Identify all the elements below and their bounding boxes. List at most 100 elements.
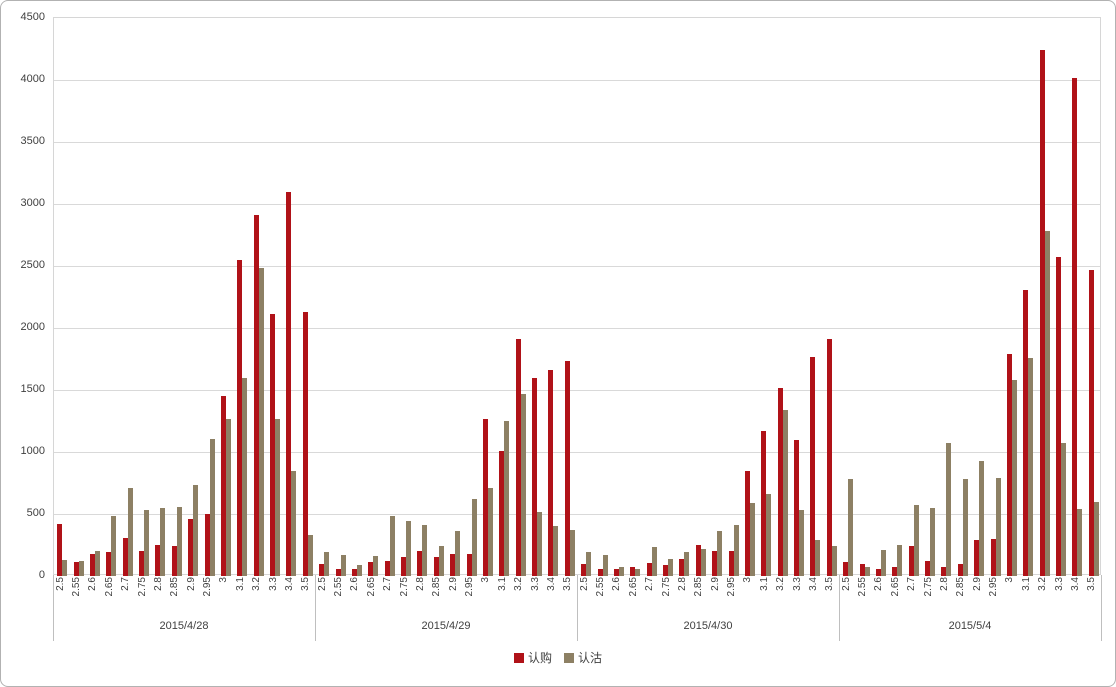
y-tick-label: 2000 — [20, 321, 45, 333]
bar-call — [679, 558, 685, 576]
bar-put — [1044, 231, 1050, 576]
x-tick-label: 2.85 — [955, 577, 967, 597]
bar-call — [1039, 50, 1045, 576]
bar-put — [504, 421, 510, 576]
bar-call — [270, 314, 276, 576]
x-tick-label: 2.95 — [202, 577, 214, 597]
x-tick-label: 3.2 — [251, 577, 263, 591]
bar-call — [744, 470, 750, 576]
bar-call — [777, 387, 783, 576]
bar-put — [979, 460, 985, 576]
bar-call — [466, 553, 472, 576]
x-tick-label: 3.4 — [283, 577, 295, 591]
bar-call — [712, 551, 718, 576]
x-tick-label: 2.75 — [398, 577, 410, 597]
bar-put — [913, 505, 919, 576]
bar-put — [553, 526, 559, 576]
x-tick-label: 2.6 — [87, 577, 99, 591]
bar-call — [515, 339, 521, 576]
x-tick-label: 3.1 — [1020, 577, 1032, 591]
y-tick-label: 1500 — [20, 383, 45, 395]
gridline — [54, 80, 1100, 81]
bar-call — [957, 563, 963, 576]
x-tick-label: 3.3 — [529, 577, 541, 591]
x-tick-label: 3.4 — [807, 577, 819, 591]
group-separator — [53, 575, 54, 641]
gridline — [54, 452, 1100, 453]
x-tick-label: 2.95 — [726, 577, 738, 597]
bar-put — [897, 545, 903, 576]
x-tick-label: 2.65 — [365, 577, 377, 597]
x-tick-label: 2.5 — [54, 577, 66, 591]
bar-put — [635, 568, 641, 576]
legend-item: 认沽 — [564, 649, 602, 666]
bar-call — [253, 215, 259, 576]
bar-call — [663, 564, 669, 576]
bar-put — [258, 268, 264, 576]
x-tick-label: 2.6 — [611, 577, 623, 591]
bar-put — [700, 548, 706, 576]
y-tick-label: 3500 — [20, 135, 45, 147]
x-tick-label: 3.5 — [1086, 577, 1098, 591]
bar-call — [204, 514, 210, 576]
bar-call — [908, 546, 914, 576]
date-label: 2015/5/4 — [948, 620, 992, 632]
bar-put — [275, 418, 281, 576]
x-tick-label: 3.1 — [496, 577, 508, 591]
bar-call — [171, 546, 177, 576]
x-tick-label: 2.75 — [660, 577, 672, 597]
x-tick-label: 2.55 — [857, 577, 869, 597]
bar-put — [471, 499, 477, 576]
y-tick-label: 500 — [26, 507, 45, 519]
bar-put — [127, 487, 133, 576]
bar-put — [62, 559, 68, 576]
bar-put — [848, 479, 854, 576]
x-tick-label: 2.9 — [185, 577, 197, 591]
x-tick-label: 2.5 — [316, 577, 328, 591]
bar-put — [242, 377, 248, 576]
bar-call — [1056, 257, 1062, 576]
bar-put — [668, 559, 674, 576]
bar-put — [422, 525, 428, 576]
date-label: 2015/4/28 — [159, 620, 209, 632]
bar-call — [220, 396, 226, 576]
x-tick-label: 2.8 — [152, 577, 164, 591]
bar-call — [89, 553, 95, 576]
bar-put — [389, 516, 395, 576]
x-tick-label: 2.9 — [447, 577, 459, 591]
bar-call — [564, 361, 570, 576]
x-tick-label: 2.85 — [169, 577, 181, 597]
x-tick-label: 3.4 — [1069, 577, 1081, 591]
bar-call — [826, 339, 832, 576]
x-tick-label: 3.5 — [824, 577, 836, 591]
bar-put — [537, 511, 543, 576]
bar-call — [384, 561, 390, 576]
group-separator — [839, 575, 840, 641]
bar-call — [351, 569, 357, 576]
gridline — [54, 266, 1100, 267]
bar-call — [810, 356, 816, 576]
x-tick-label: 2.65 — [627, 577, 639, 597]
bar-call — [875, 569, 881, 576]
bar-put — [995, 478, 1001, 576]
bar-call — [155, 545, 161, 576]
x-tick-label: 2.9 — [971, 577, 983, 591]
gridline — [54, 514, 1100, 515]
bar-put — [651, 547, 657, 576]
bar-call — [335, 568, 341, 576]
x-tick-label: 3.3 — [791, 577, 803, 591]
bar-call — [368, 562, 374, 576]
bar-put — [307, 535, 313, 576]
bar-put — [340, 554, 346, 576]
bar-put — [569, 530, 575, 576]
x-tick-label: 3.3 — [267, 577, 279, 591]
x-tick-label: 2.55 — [71, 577, 83, 597]
bar-call — [613, 568, 619, 576]
bar-put — [930, 507, 936, 576]
bar-call — [57, 523, 63, 576]
gridline — [54, 328, 1100, 329]
x-tick-label: 3.5 — [300, 577, 312, 591]
bar-call — [974, 540, 980, 576]
bar-put — [455, 531, 461, 576]
